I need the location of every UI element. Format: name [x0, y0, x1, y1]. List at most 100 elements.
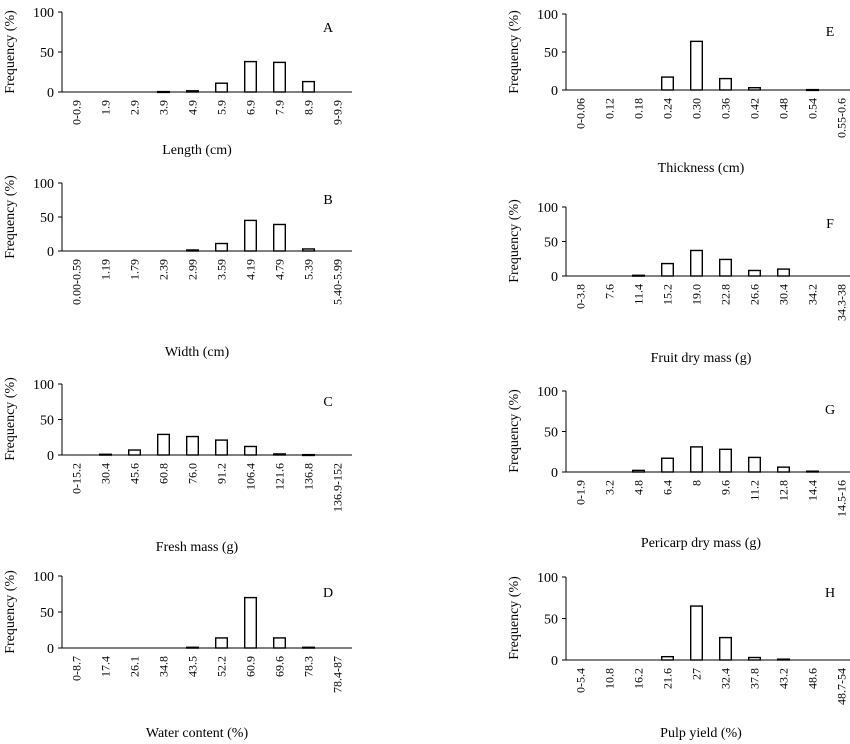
panel-e-bar	[661, 76, 675, 91]
panel-b-y-tick-label: 100	[33, 177, 54, 192]
panel-d-x-tick-label: 26.1	[128, 656, 142, 677]
panel-g-x-tick-label: 12.8	[777, 480, 791, 501]
panel-c-x-tick-label: 106.4	[244, 463, 258, 490]
panel-f-y-tick-label: 0	[551, 270, 558, 285]
panel-h-x-tick-label: 16.2	[632, 668, 646, 689]
panel-h-x-tick-label: 21.6	[661, 668, 675, 689]
panel-a-y-tick-label: 100	[33, 6, 54, 21]
panel-d-y-axis-title: Frequency (%)	[3, 570, 18, 654]
panel-f-x-tick-label: 22.8	[719, 284, 733, 305]
panel-g-bar	[632, 469, 646, 473]
panel-a-letter: A	[323, 21, 334, 36]
panel-d-y-tick-label: 0	[47, 642, 54, 657]
panel-c-bar	[185, 435, 199, 456]
panel-f-bar	[777, 268, 791, 277]
panel-f-y-tick-label: 100	[537, 201, 558, 216]
panel-g-x-tick-label: 9.6	[719, 480, 733, 495]
panel-h-x-tick-label: 43.2	[777, 668, 791, 689]
panel-a-y-tick-label: 0	[47, 86, 54, 101]
panel-f-x-tick-label: 26.6	[748, 284, 762, 305]
panel-h-letter: H	[825, 586, 835, 601]
panel-a-bar	[214, 82, 228, 93]
panel-h-x-tick-label: 27	[690, 668, 704, 680]
panel-e-bar	[806, 88, 820, 92]
panel-c-y-tick-label: 50	[40, 414, 54, 429]
panel-e-x-tick-label: 0.30	[690, 98, 704, 119]
panel-e-bar	[748, 87, 762, 91]
panel-c-x-tick-label: 136.8	[302, 463, 316, 490]
panel-c-bar	[243, 445, 257, 456]
panel-g-y-tick-label: 0	[551, 466, 558, 481]
panel-c-x-tick-label: 0-15.2	[70, 463, 84, 494]
panel-f-letter: F	[826, 217, 834, 232]
panel-c-bar	[156, 433, 170, 456]
panel-f-x-axis-title: Fruit dry mass (g)	[651, 351, 752, 366]
panel-d-bar	[243, 596, 257, 649]
panel-h-y-axis-title: Frequency (%)	[507, 576, 522, 660]
panel-a-bar	[243, 60, 257, 93]
panel-b-bar	[185, 249, 199, 252]
panel-d-x-tick-label: 78.4-87	[331, 656, 345, 693]
panel-e-bar	[690, 40, 704, 91]
panel-f-x-tick-label: 34.2	[806, 284, 820, 305]
panel-a-x-tick-label: 6.9	[244, 100, 258, 115]
panel-e-y-axis-title: Frequency (%)	[507, 10, 522, 94]
panel-c-x-tick-label: 76.0	[186, 463, 200, 484]
panel-h-y-tick-label: 0	[551, 654, 558, 669]
panel-c-x-tick-label: 60.8	[157, 463, 171, 484]
panel-g-x-axis-title: Pericarp dry mass (g)	[641, 536, 761, 551]
panel-d-x-tick-label: 43.5	[186, 656, 200, 677]
panel-d-x-tick-label: 60.9	[244, 656, 258, 677]
panel-a-x-tick-label: 4.9	[186, 100, 200, 115]
panel-b-x-tick-label: 5.40-5.99	[331, 259, 345, 305]
panel-d-x-axis-title: Water content (%)	[146, 726, 249, 741]
panel-a-bar	[156, 90, 170, 94]
panel-g-x-tick-label: 6.4	[661, 480, 675, 495]
panel-g-y-tick-label: 50	[544, 426, 558, 441]
panel-a-x-axis-title: Length (cm)	[162, 143, 232, 158]
panel-b-bar	[302, 248, 316, 252]
panel-a-x-tick-label: 5.9	[215, 100, 229, 115]
panel-h-y-tick-label: 50	[544, 613, 558, 628]
panel-e-bar	[719, 77, 733, 91]
panel-h-y-tick-label: 100	[537, 571, 558, 586]
panel-f-x-tick-label: 0-3.8	[574, 284, 588, 309]
panel-c-y-tick-label: 100	[33, 378, 54, 393]
panel-f-y-axis-title: Frequency (%)	[507, 199, 522, 283]
panel-b-bar	[273, 223, 287, 252]
panel-e-y-tick-label: 50	[544, 46, 558, 61]
panel-d-y-tick-label: 50	[40, 606, 54, 621]
panel-h-bar	[777, 658, 791, 661]
panel-c-bar	[302, 453, 316, 457]
panel-g-x-tick-label: 4.8	[632, 480, 646, 495]
panel-h-bar	[748, 656, 762, 661]
panel-b-y-tick-label: 0	[47, 245, 54, 260]
panel-g-bar	[806, 470, 820, 473]
panel-f-bar	[690, 249, 704, 277]
panel-h-x-tick-label: 10.8	[603, 668, 617, 689]
panel-g-y-tick-label: 100	[537, 385, 558, 400]
panel-c-y-tick-label: 0	[47, 449, 54, 464]
panel-h-x-tick-label: 32.4	[719, 668, 733, 689]
panel-c-x-axis-title: Fresh mass (g)	[156, 540, 239, 555]
panel-h-x-tick-label: 0-5.4	[574, 668, 588, 693]
panel-f-x-tick-label: 30.4	[777, 284, 791, 305]
panel-g-bar	[777, 466, 791, 473]
panel-c-letter: C	[323, 395, 332, 410]
panel-h-x-tick-label: 48.7-54	[835, 668, 849, 705]
panel-c-x-tick-label: 91.2	[215, 463, 229, 484]
panel-d-x-tick-label: 69.6	[273, 656, 287, 677]
panel-e-x-tick-label: 0.42	[748, 98, 762, 119]
panel-f-x-tick-label: 34.3-38	[835, 284, 849, 321]
panel-h-bar	[690, 605, 704, 661]
panel-a-x-tick-label: 8.9	[302, 100, 316, 115]
panel-f-x-tick-label: 11.4	[632, 284, 646, 305]
panel-a-x-tick-label: 7.9	[273, 100, 287, 115]
panel-h-bar	[661, 655, 675, 661]
panel-b-x-tick-label: 0.00-0.59	[70, 259, 84, 305]
panel-d-x-tick-label: 78.3	[302, 656, 316, 677]
panel-g-x-tick-label: 8	[690, 480, 704, 486]
panel-a-y-axis-title: Frequency (%)	[3, 10, 18, 94]
panel-a-y-tick-label: 50	[40, 46, 54, 61]
